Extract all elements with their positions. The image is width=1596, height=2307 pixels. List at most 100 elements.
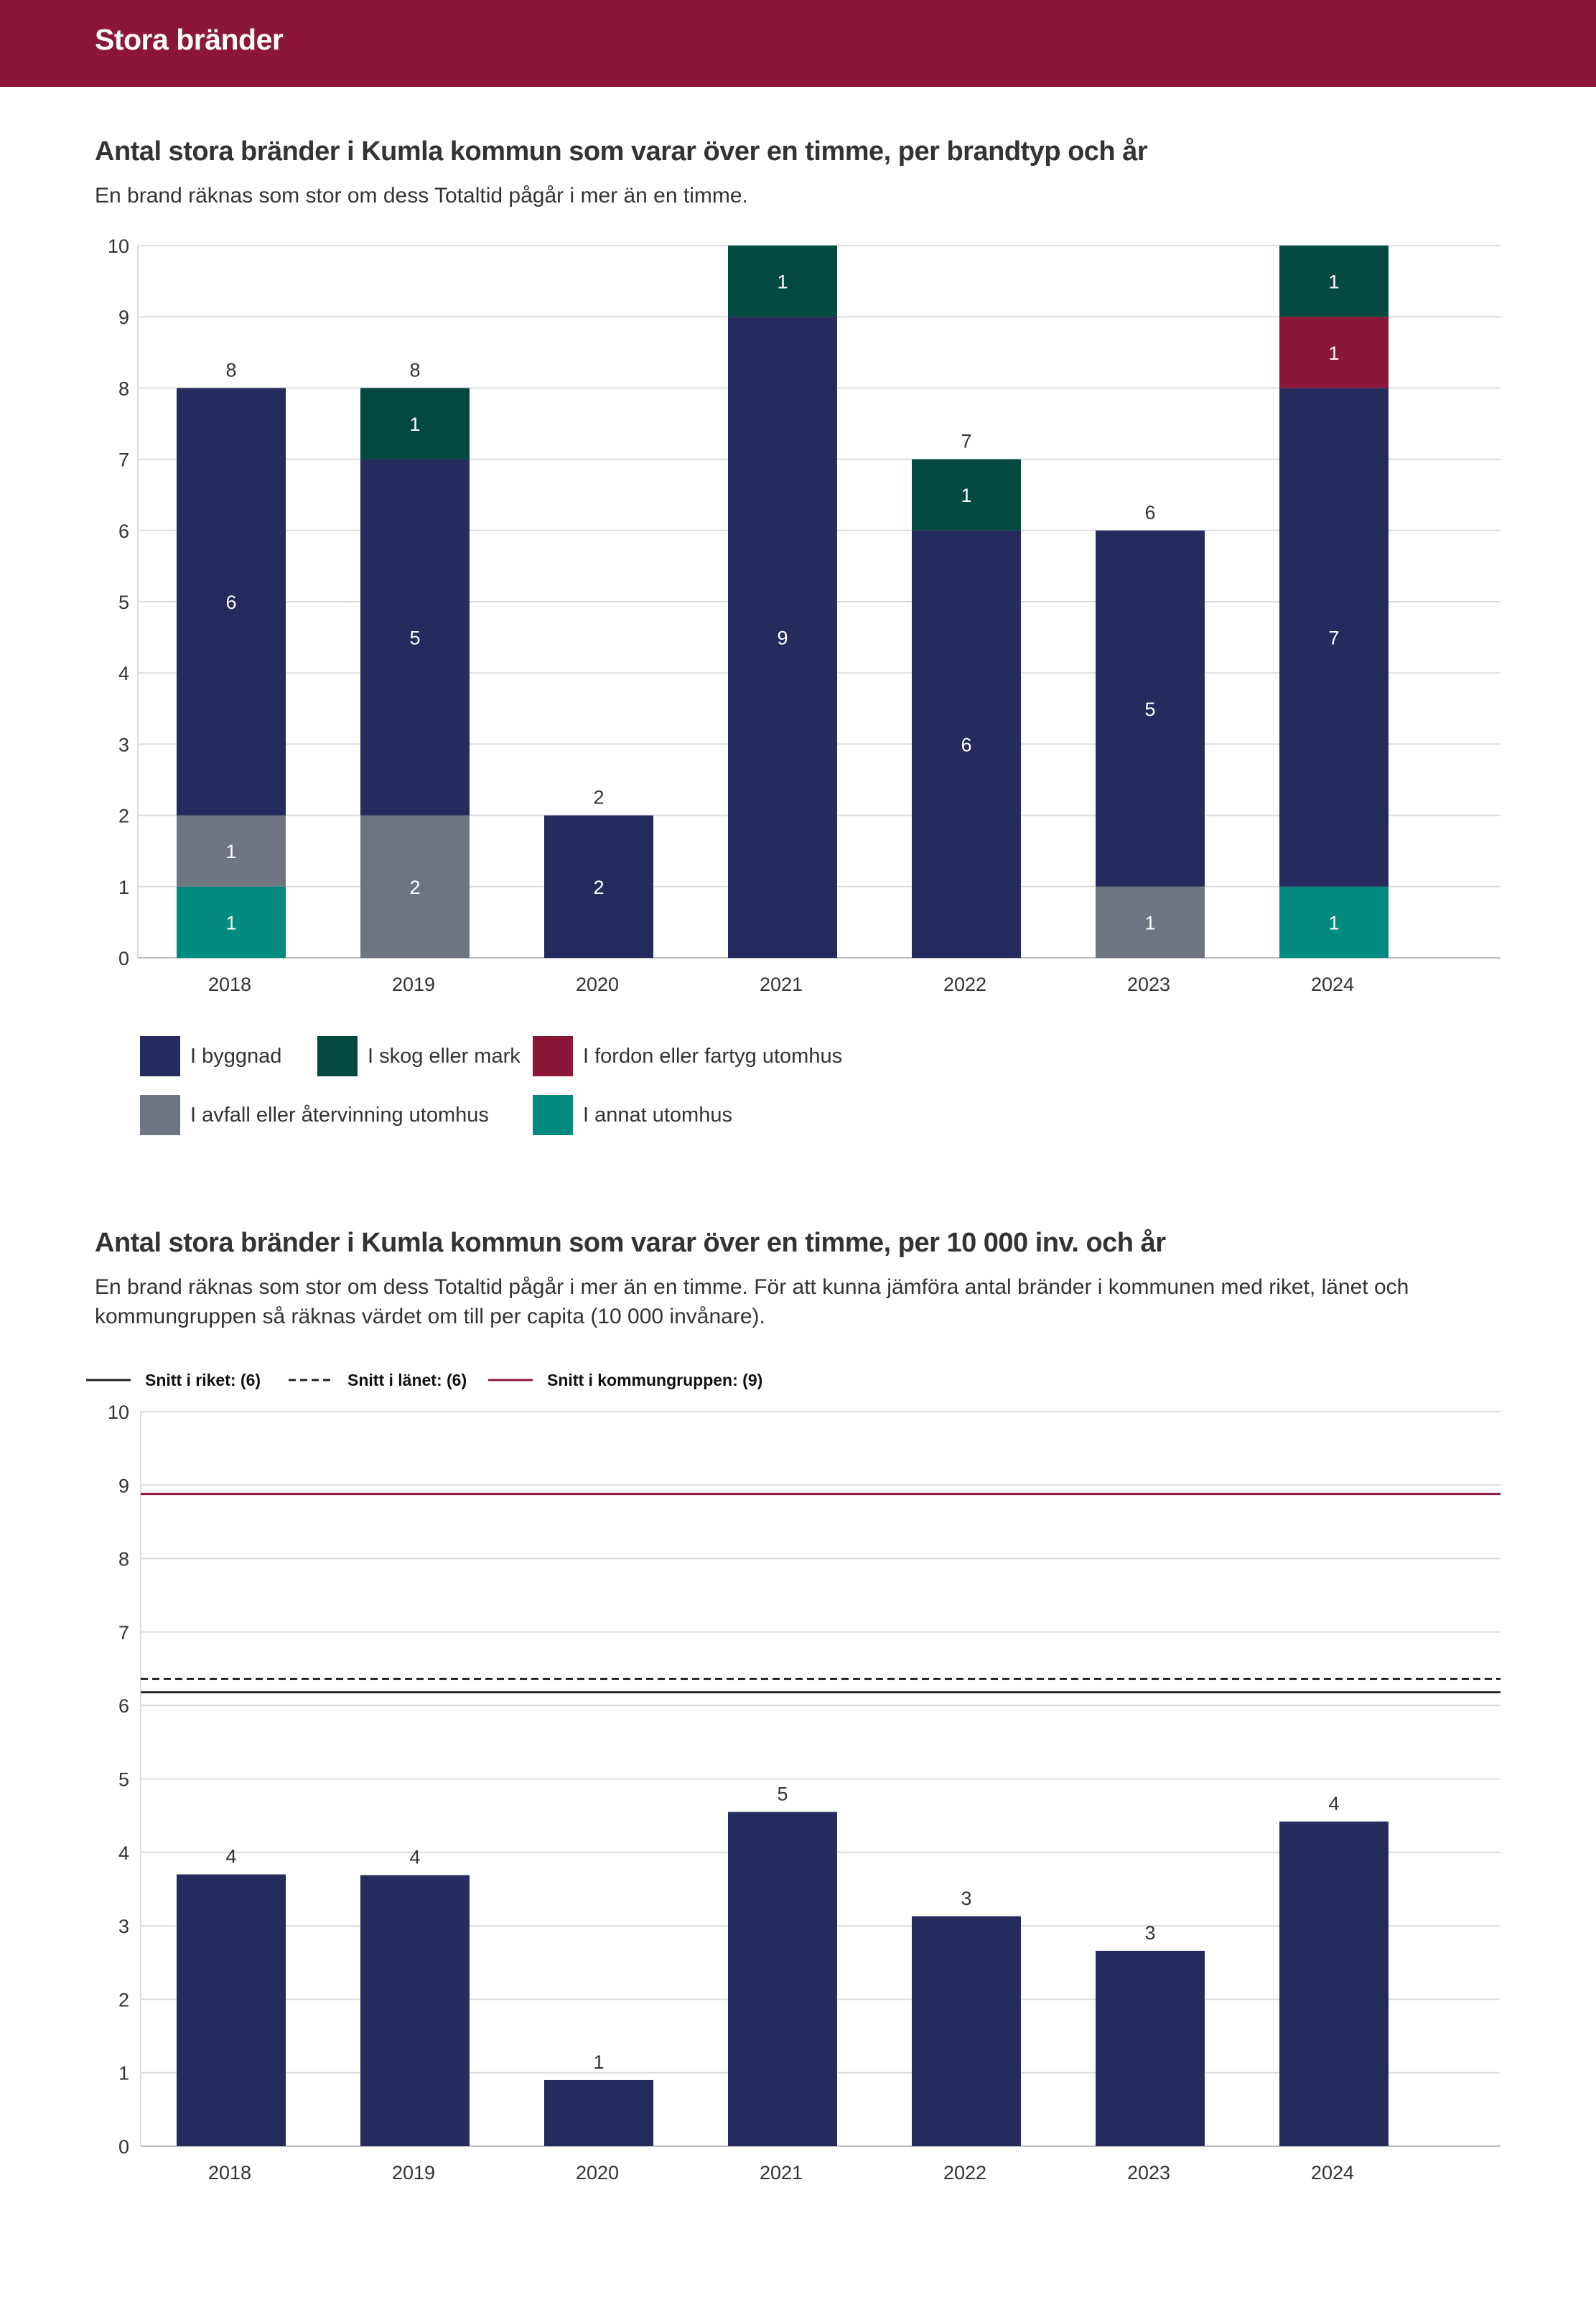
bar-segment-annat [1279, 886, 1389, 958]
y-tick-label: 10 [108, 236, 129, 257]
chart1-stacked-bar: 0123456789101168201825182019222020912021… [108, 236, 1501, 995]
y-tick-label: 2 [118, 806, 129, 827]
bar-value-label: 1 [593, 2051, 604, 2073]
bar [1279, 1821, 1389, 2146]
y-tick-label: 1 [118, 877, 129, 898]
legend-swatch-avfall [140, 1095, 180, 1135]
legend-label-skog: I skog eller mark [368, 1044, 521, 1068]
segment-value-label: 7 [1328, 628, 1339, 649]
y-tick-label: 2 [118, 1989, 129, 2010]
bar [1096, 1950, 1205, 2146]
bar-segment-skog [728, 246, 837, 317]
y-tick-label: 4 [118, 1842, 129, 1864]
y-tick-label: 5 [118, 592, 129, 613]
bar-segment-skog [360, 388, 470, 460]
bar-segment-skog [912, 459, 1021, 531]
segment-value-label: 9 [777, 628, 788, 649]
segment-value-label: 1 [409, 414, 420, 435]
bar-segment-byggnad [360, 459, 470, 816]
bar-total-label: 7 [961, 431, 971, 452]
y-tick-label: 7 [118, 449, 129, 471]
header-banner: Stora bränder [0, 0, 1596, 87]
segment-value-label: 1 [777, 271, 788, 293]
chart1-subtitle: En brand räknas som stor om dess Totalti… [95, 184, 748, 208]
bar [177, 1874, 286, 2146]
bar-segment-avfall [177, 815, 286, 887]
segment-value-label: 1 [225, 912, 236, 933]
y-tick-label: 4 [118, 663, 129, 684]
ref-legend-riket-value: (6) [240, 1370, 261, 1389]
ref-line-swatch-kommungruppen [488, 1379, 533, 1381]
legend-item-avfall: I avfall eller återvinning utomhus [140, 1095, 489, 1135]
bar-segment-byggnad [728, 317, 837, 958]
bar-segment-annat [177, 886, 286, 958]
y-tick-label: 3 [118, 734, 129, 755]
ref-legend-lanet-name: Snitt i länet: [347, 1370, 442, 1389]
x-tick-label: 2023 [1127, 2162, 1170, 2184]
bar-segment-avfall [360, 815, 470, 958]
legend-label-byggnad: I byggnad [190, 1044, 282, 1068]
legend-label-fordon: I fordon eller fartyg utomhus [583, 1044, 843, 1068]
x-tick-label: 2020 [576, 974, 619, 995]
x-tick-label: 2022 [943, 2162, 986, 2184]
bar-segment-skog [1279, 246, 1389, 317]
ref-legend-lanet: Snitt i länet: (6) [289, 1364, 467, 1396]
y-tick-label: 3 [118, 1916, 129, 1937]
legend-label-annat: I annat utomhus [583, 1103, 732, 1127]
bar [728, 1812, 837, 2146]
legend-swatch-skog [317, 1036, 358, 1076]
ref-line-swatch-lanet [289, 1379, 333, 1381]
segment-value-label: 5 [1144, 699, 1155, 720]
bar-value-label: 3 [961, 1888, 971, 1909]
chart2-title: Antal stora bränder i Kumla kommun som v… [95, 1228, 1166, 1258]
bar-total-label: 6 [1144, 502, 1155, 523]
segment-value-label: 6 [225, 592, 236, 613]
segment-value-label: 5 [409, 628, 420, 649]
ref-legend-kommungruppen: Snitt i kommungruppen: (9) [488, 1364, 762, 1396]
segment-value-label: 2 [593, 877, 604, 898]
ref-legend-lanet-value: (6) [447, 1370, 467, 1389]
y-tick-label: 1 [118, 2063, 129, 2084]
bar-value-label: 4 [225, 1845, 236, 1867]
legend-swatch-byggnad [140, 1036, 180, 1076]
bar-total-label: 2 [593, 787, 604, 808]
segment-value-label: 2 [409, 877, 420, 898]
chart2-reference-legend: Snitt i riket: (6) Snitt i länet: (6) Sn… [86, 1364, 1493, 1396]
x-tick-label: 2018 [208, 974, 251, 995]
y-tick-label: 0 [118, 2136, 129, 2158]
x-tick-label: 2018 [208, 2162, 251, 2184]
segment-value-label: 1 [1328, 271, 1339, 293]
segment-value-label: 6 [961, 734, 971, 755]
segment-value-label: 1 [225, 841, 236, 862]
legend-item-byggnad: I byggnad [140, 1036, 281, 1076]
bar [360, 1875, 470, 2146]
x-tick-label: 2024 [1311, 2162, 1354, 2184]
y-tick-label: 8 [118, 378, 129, 399]
segment-value-label: 1 [961, 485, 971, 506]
ref-legend-riket-name: Snitt i riket: [145, 1370, 236, 1389]
ref-line-swatch-riket [86, 1379, 131, 1381]
bar-segment-byggnad [177, 388, 286, 816]
ref-legend-kommungruppen-value: (9) [742, 1370, 763, 1389]
bar-value-label: 3 [1144, 1922, 1155, 1944]
x-tick-label: 2019 [392, 2162, 435, 2184]
bar-segment-byggnad [1279, 388, 1389, 887]
y-tick-label: 10 [108, 1402, 129, 1423]
bar [544, 2079, 653, 2146]
bar [912, 1916, 1021, 2146]
bar-segment-byggnad [1096, 530, 1205, 887]
bar-total-label: 8 [225, 359, 236, 381]
y-tick-label: 9 [118, 307, 129, 328]
bar-segment-fordon [1279, 317, 1389, 388]
bar-value-label: 5 [777, 1784, 788, 1805]
segment-value-label: 1 [1144, 912, 1155, 933]
y-tick-label: 9 [118, 1475, 129, 1496]
ref-legend-kommungruppen-name: Snitt i kommungruppen: [547, 1370, 738, 1389]
legend-item-annat: I annat utomhus [533, 1095, 732, 1135]
bar-segment-avfall [1096, 886, 1205, 958]
bar-segment-byggnad [912, 530, 1021, 958]
bar-total-label: 8 [409, 359, 420, 381]
legend-swatch-annat [533, 1095, 573, 1135]
chart2-bar: 0 1 2 3 4 5 6 7 8 9 10 4 2018 4 2019 1 2020 5 2021 3 2022 3 20… [108, 1402, 1501, 2184]
bar-segment-byggnad [544, 815, 653, 958]
